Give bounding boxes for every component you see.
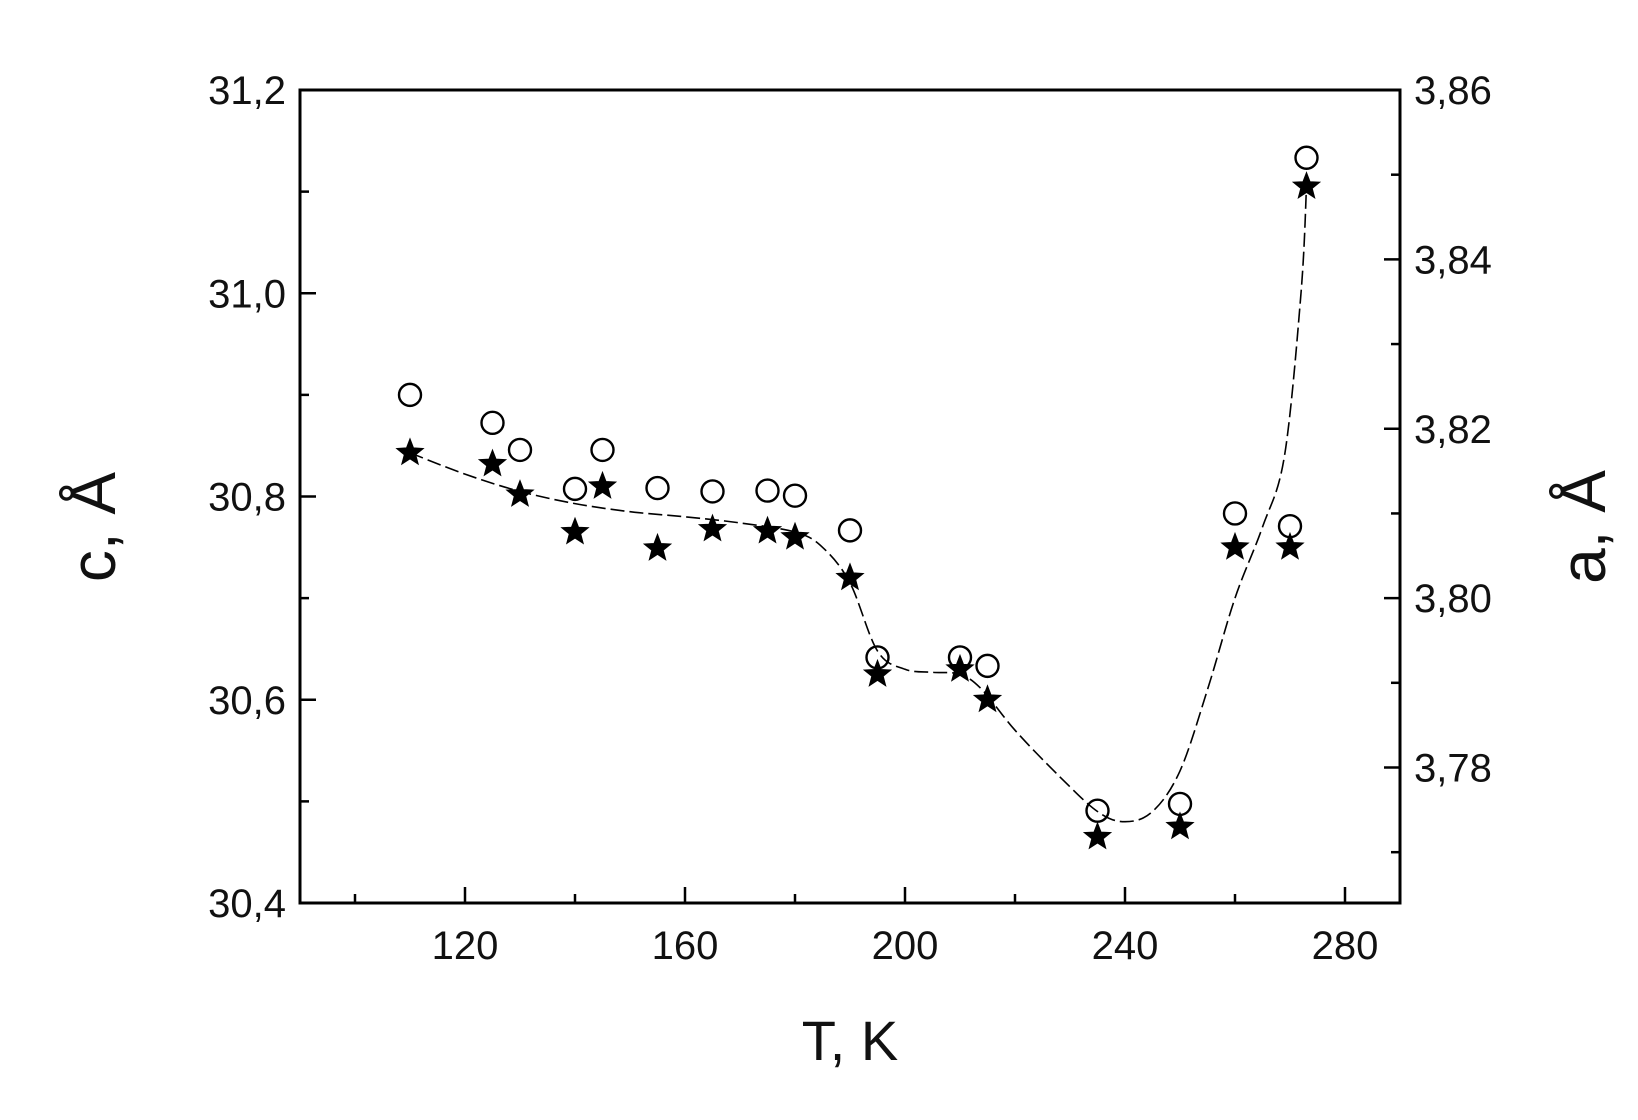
star-marker [1291,171,1322,200]
star-marker [972,684,1003,713]
star-marker [505,479,535,507]
circle-marker [782,483,808,508]
star-marker [477,448,508,477]
star-marker [752,515,783,544]
y-right-tick-label: 3,80 [1414,577,1492,621]
y-right-tick-label: 3,84 [1414,238,1492,282]
circle-marker [562,476,588,502]
circle-marker [1167,791,1193,817]
star-marker [835,562,865,591]
star-marker [1082,821,1113,850]
x-axis-ticks: 120 160 200 240 280 [353,887,1379,968]
circle-marker [975,653,1000,679]
star-marker [780,521,810,550]
y-right-tick-label: 3,78 [1414,747,1492,791]
y-right-tick-label: 3,86 [1414,69,1492,113]
data-markers [395,145,1322,850]
x-tick-label: 160 [652,924,719,968]
circle-marker [865,645,890,670]
star-marker [642,532,673,561]
x-tick-label: 200 [872,924,939,968]
y-right-axis-ticks: 3,78 3,80 3,82 3,84 3,86 [1384,69,1492,854]
circle-marker [1222,501,1248,526]
x-tick-label: 120 [432,924,499,968]
circle-marker [1085,798,1110,823]
x-tick-label: 280 [1312,924,1379,968]
star-marker [1275,531,1305,560]
guide-lines [409,186,1308,823]
y-left-axis-title: c, Å [57,472,129,583]
circle-marker [397,382,423,408]
circle-marker [700,479,725,504]
circle-marker [1294,145,1319,170]
y-left-axis-ticks: 30,4 30,6 30,8 31,0 31,2 [208,69,316,926]
star-marker [587,470,618,499]
circle-marker [837,518,863,543]
star-marker [1165,811,1195,840]
star-marker [697,513,728,542]
y-left-tick-label: 31,2 [208,69,286,113]
y-right-axis-title: a, Å [1547,470,1619,584]
circle-marker [755,478,780,503]
y-left-tick-label: 30,6 [208,679,286,723]
y-left-tick-label: 30,4 [208,882,286,926]
star-marker [560,516,590,545]
y-left-tick-label: 30,8 [208,476,286,520]
circle-marker [1277,513,1303,539]
circle-marker [480,410,505,436]
circle-marker [507,437,533,463]
y-right-tick-label: 3,82 [1414,408,1492,452]
circle-marker [590,437,615,463]
circle-marker [947,645,973,670]
star-marker [395,437,425,466]
guide-line [409,186,1308,823]
circle-marker [645,475,670,501]
x-axis-title: T, K [802,1009,898,1072]
star-marker [862,658,893,687]
y-left-tick-label: 31,0 [208,272,286,316]
star-marker [1220,531,1250,560]
x-tick-label: 240 [1092,924,1159,968]
